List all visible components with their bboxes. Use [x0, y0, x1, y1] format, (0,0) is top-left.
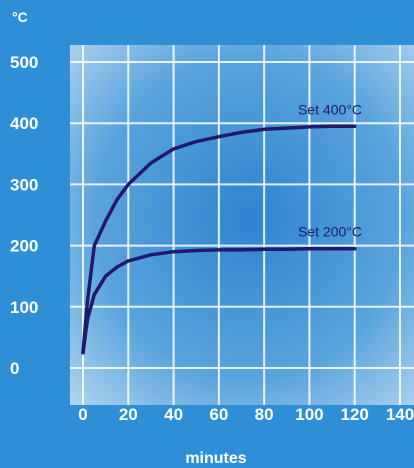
y-tick-label: 400 [10, 114, 38, 133]
x-tick-label: 140 [386, 405, 414, 424]
x-axis-ticks: 0 20 40 60 80 100 120 140 [78, 405, 414, 424]
x-axis-label: minutes [185, 450, 246, 467]
series-lines [81, 124, 357, 355]
y-axis-label: °C [12, 9, 28, 25]
x-tick-label: 120 [341, 405, 369, 424]
y-tick-label: 500 [10, 53, 38, 72]
y-tick-label: 100 [10, 298, 38, 317]
series-label: Set 200°C [298, 224, 362, 240]
y-tick-label: 200 [10, 237, 38, 256]
x-tick-label: 60 [209, 405, 228, 424]
y-tick-label: 0 [10, 359, 19, 378]
plot-area [70, 45, 414, 405]
series-line [81, 246, 357, 355]
x-tick-label: 40 [164, 405, 183, 424]
x-tick-label: 80 [255, 405, 274, 424]
x-tick-label: 100 [295, 405, 323, 424]
y-tick-label: 300 [10, 175, 38, 194]
x-tick-label: 20 [119, 405, 138, 424]
x-tick-label: 0 [78, 405, 87, 424]
series-labels: Set 400°C Set 200°C [298, 101, 362, 239]
y-axis-ticks: 0 100 200 300 400 500 [10, 53, 38, 378]
series-line [81, 124, 357, 355]
series-label: Set 400°C [298, 101, 362, 117]
